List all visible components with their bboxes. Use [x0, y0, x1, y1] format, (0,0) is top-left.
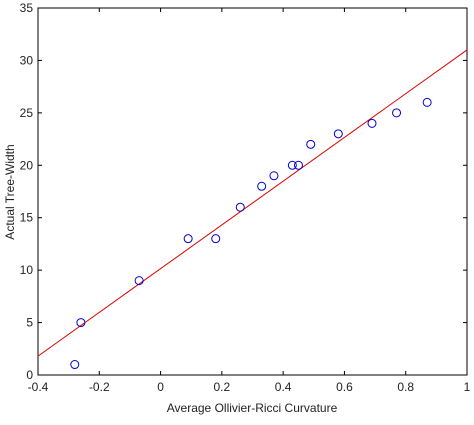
- y-tick-label: 25: [20, 106, 34, 120]
- point: [306, 139, 316, 149]
- point: [333, 129, 343, 139]
- point: [392, 108, 402, 118]
- point: [183, 234, 193, 244]
- point: [287, 160, 297, 170]
- y-tick-label: 20: [20, 158, 34, 172]
- point: [70, 360, 80, 370]
- y-axis-label: Actual Tree-Width: [3, 144, 17, 239]
- y-tick-label: 15: [20, 211, 34, 225]
- x-axis-label: Average Ollivier-Ricci Curvature: [167, 401, 338, 415]
- x-tick-label: 0.2: [214, 380, 231, 394]
- fit-line: [37, 49, 468, 357]
- point: [422, 97, 432, 107]
- point: [293, 160, 303, 170]
- x-tick-label: 0: [157, 380, 164, 394]
- x-tick-label: 1: [464, 380, 471, 394]
- y-tick-label: 35: [20, 1, 34, 15]
- point: [211, 234, 221, 244]
- x-tick-label: -0.2: [89, 380, 110, 394]
- point: [134, 276, 144, 286]
- point: [257, 181, 267, 191]
- x-tick-label: -0.4: [28, 380, 49, 394]
- x-tick-label: 0.6: [336, 380, 353, 394]
- y-tick-label: 0: [26, 368, 33, 382]
- point: [76, 318, 86, 328]
- x-tick-label: 0.8: [397, 380, 414, 394]
- point: [235, 202, 245, 212]
- point: [367, 118, 377, 128]
- y-tick-label: 5: [26, 316, 33, 330]
- x-tick-label: 0.4: [275, 380, 292, 394]
- point: [269, 171, 279, 181]
- y-tick-label: 30: [20, 53, 34, 67]
- y-tick-label: 10: [20, 263, 34, 277]
- plot-frame: [37, 7, 468, 376]
